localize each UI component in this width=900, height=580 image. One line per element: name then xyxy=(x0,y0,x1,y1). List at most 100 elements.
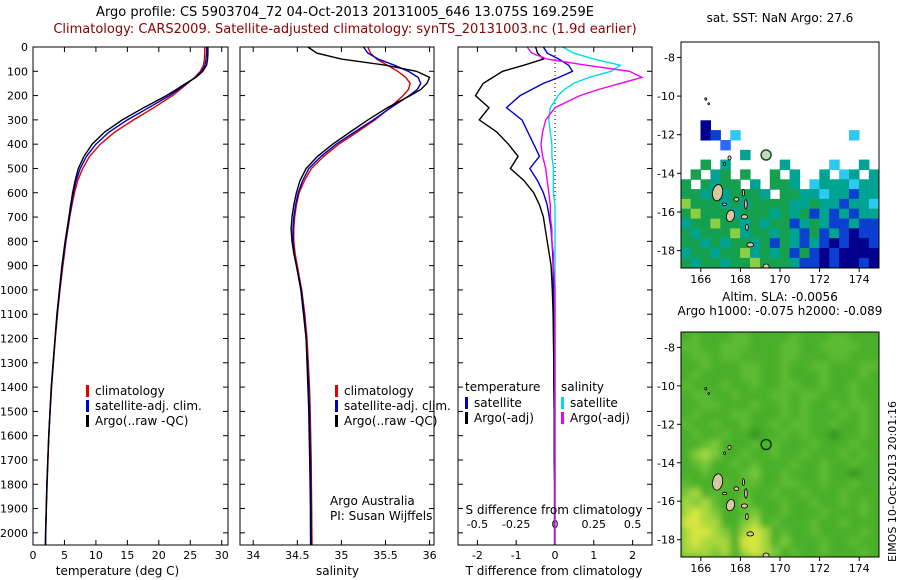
svg-text:170: 170 xyxy=(770,273,791,286)
temperature-legend: climatology satellite-adj. clim. Argo(..… xyxy=(86,383,202,428)
difference-legend-salinity: salinity satellite Argo(-adj) xyxy=(561,380,630,425)
svg-text:-0.25: -0.25 xyxy=(502,518,530,531)
svg-text:0: 0 xyxy=(21,41,28,54)
t-difference-axis-label: T difference from climatology xyxy=(465,564,643,578)
legend-label: Argo(..raw -QC) xyxy=(95,413,189,428)
svg-text:300: 300 xyxy=(7,114,28,127)
svg-text:1000: 1000 xyxy=(0,284,28,297)
svg-text:5: 5 xyxy=(61,549,68,562)
svg-text:35.5: 35.5 xyxy=(373,549,398,562)
svg-text:0: 0 xyxy=(30,549,37,562)
legend-header-temperature: temperature xyxy=(465,380,541,394)
svg-text:500: 500 xyxy=(7,162,28,175)
legend-swatch-satellite-adj xyxy=(335,399,338,412)
svg-text:172: 172 xyxy=(809,273,830,286)
legend-swatch-t-argo xyxy=(465,411,468,424)
s-difference-axis-label: S difference from climatology xyxy=(465,503,643,517)
svg-text:1200: 1200 xyxy=(0,333,28,346)
legend-item-s-argo: Argo(-adj) xyxy=(561,410,630,425)
legend-label: satellite xyxy=(474,395,522,410)
svg-text:0: 0 xyxy=(552,549,559,562)
legend-label: satellite xyxy=(570,395,618,410)
svg-text:-12: -12 xyxy=(657,129,675,142)
difference-profile-plot: -2 -1 0 1 2-0.5 -0.25 0 0.25 0.5 xyxy=(457,46,653,562)
svg-text:100: 100 xyxy=(7,65,28,78)
legend-item-satellite-adj: satellite-adj. clim. xyxy=(86,398,202,413)
svg-text:-16: -16 xyxy=(657,206,675,219)
sla-map-title-line2: Argo h1000: -0.075 h2000: -0.089 xyxy=(677,304,883,318)
legend-item-satellite-adj: satellite-adj. clim. xyxy=(335,398,451,413)
svg-text:1700: 1700 xyxy=(0,454,28,467)
legend-swatch-argo xyxy=(86,414,89,427)
legend-swatch-s-argo xyxy=(561,411,564,424)
argo-position-marker xyxy=(760,149,772,161)
legend-item-climatology: climatology xyxy=(335,383,451,398)
legend-item-argo: Argo(..raw -QC) xyxy=(86,413,202,428)
svg-text:1900: 1900 xyxy=(0,503,28,516)
svg-text:166: 166 xyxy=(690,273,711,286)
svg-text:2000: 2000 xyxy=(0,527,28,540)
svg-text:-12: -12 xyxy=(657,418,675,431)
svg-text:0.25: 0.25 xyxy=(582,518,607,531)
watermark-timestamp: EIMOS 10-Oct-2013 20:01:16 xyxy=(886,401,899,562)
svg-text:-8: -8 xyxy=(664,51,675,64)
svg-text:1800: 1800 xyxy=(0,478,28,491)
svg-text:-14: -14 xyxy=(657,167,675,180)
svg-text:1600: 1600 xyxy=(0,430,28,443)
svg-text:170: 170 xyxy=(770,562,791,575)
svg-text:-18: -18 xyxy=(657,534,675,547)
svg-text:174: 174 xyxy=(849,562,870,575)
svg-text:1300: 1300 xyxy=(0,357,28,370)
temperature-axis-label: temperature (deg C) xyxy=(55,564,180,578)
legend-label: satellite-adj. clim. xyxy=(95,398,202,413)
svg-text:1400: 1400 xyxy=(0,381,28,394)
salinity-legend: climatology satellite-adj. clim. Argo(..… xyxy=(335,383,451,428)
sst-map-plot: 166 168 170 172 174 -8 -10 -12 -14 -16 -18 xyxy=(657,41,880,286)
svg-text:20: 20 xyxy=(152,549,166,562)
legend-label: climatology xyxy=(95,383,165,398)
svg-text:34.5: 34.5 xyxy=(285,549,310,562)
sst-map-title: sat. SST: NaN Argo: 27.6 xyxy=(706,11,854,25)
svg-text:800: 800 xyxy=(7,235,28,248)
svg-text:-2: -2 xyxy=(472,549,483,562)
salinity-profile-plot: 34 34.5 35 35.5 36 xyxy=(239,46,437,562)
sla-map-plot: 166 168 170 172 174 -8 -10 -12 -14 -16 -18 xyxy=(657,331,880,575)
figure-title-line1: Argo profile: CS 5903704_72 04-Oct-2013 … xyxy=(96,5,594,20)
legend-label: Argo(-adj) xyxy=(474,410,534,425)
svg-text:1100: 1100 xyxy=(0,308,28,321)
svg-text:200: 200 xyxy=(7,90,28,103)
legend-label: Argo(-adj) xyxy=(570,410,630,425)
svg-text:1: 1 xyxy=(590,549,597,562)
svg-text:-8: -8 xyxy=(664,341,675,354)
svg-text:700: 700 xyxy=(7,211,28,224)
salinity-axis-label: salinity xyxy=(315,564,360,578)
legend-label: Argo(..raw -QC) xyxy=(344,413,438,428)
svg-text:172: 172 xyxy=(809,562,830,575)
svg-text:174: 174 xyxy=(849,273,870,286)
svg-text:-16: -16 xyxy=(657,495,675,508)
difference-legend-temperature: temperature satellite Argo(-adj) xyxy=(465,380,540,425)
legend-swatch-climatology xyxy=(335,384,338,397)
legend-label: satellite-adj. clim. xyxy=(344,398,451,413)
svg-text:-1: -1 xyxy=(511,549,522,562)
svg-text:25: 25 xyxy=(183,549,197,562)
svg-text:-0.5: -0.5 xyxy=(467,518,488,531)
legend-item-t-argo: Argo(-adj) xyxy=(465,410,540,425)
legend-swatch-satellite-adj xyxy=(86,399,89,412)
svg-text:-14: -14 xyxy=(657,457,675,470)
svg-text:600: 600 xyxy=(7,187,28,200)
pi-annotation: Argo Australia PI: Susan Wijffels xyxy=(330,494,432,524)
svg-text:1500: 1500 xyxy=(0,405,28,418)
legend-swatch-s-satellite xyxy=(561,396,564,409)
svg-text:168: 168 xyxy=(730,562,751,575)
pi-annotation-line2: PI: Susan Wijffels xyxy=(330,509,433,523)
svg-text:10: 10 xyxy=(89,549,103,562)
legend-header-salinity: salinity xyxy=(561,380,605,394)
legend-item-argo: Argo(..raw -QC) xyxy=(335,413,451,428)
island-outlines xyxy=(704,387,770,557)
svg-text:900: 900 xyxy=(7,260,28,273)
legend-swatch-t-satellite xyxy=(465,396,468,409)
svg-text:-18: -18 xyxy=(657,245,675,258)
sla-map-title-line1: Altim. SLA: -0.0056 xyxy=(722,290,838,304)
svg-text:34: 34 xyxy=(246,549,260,562)
